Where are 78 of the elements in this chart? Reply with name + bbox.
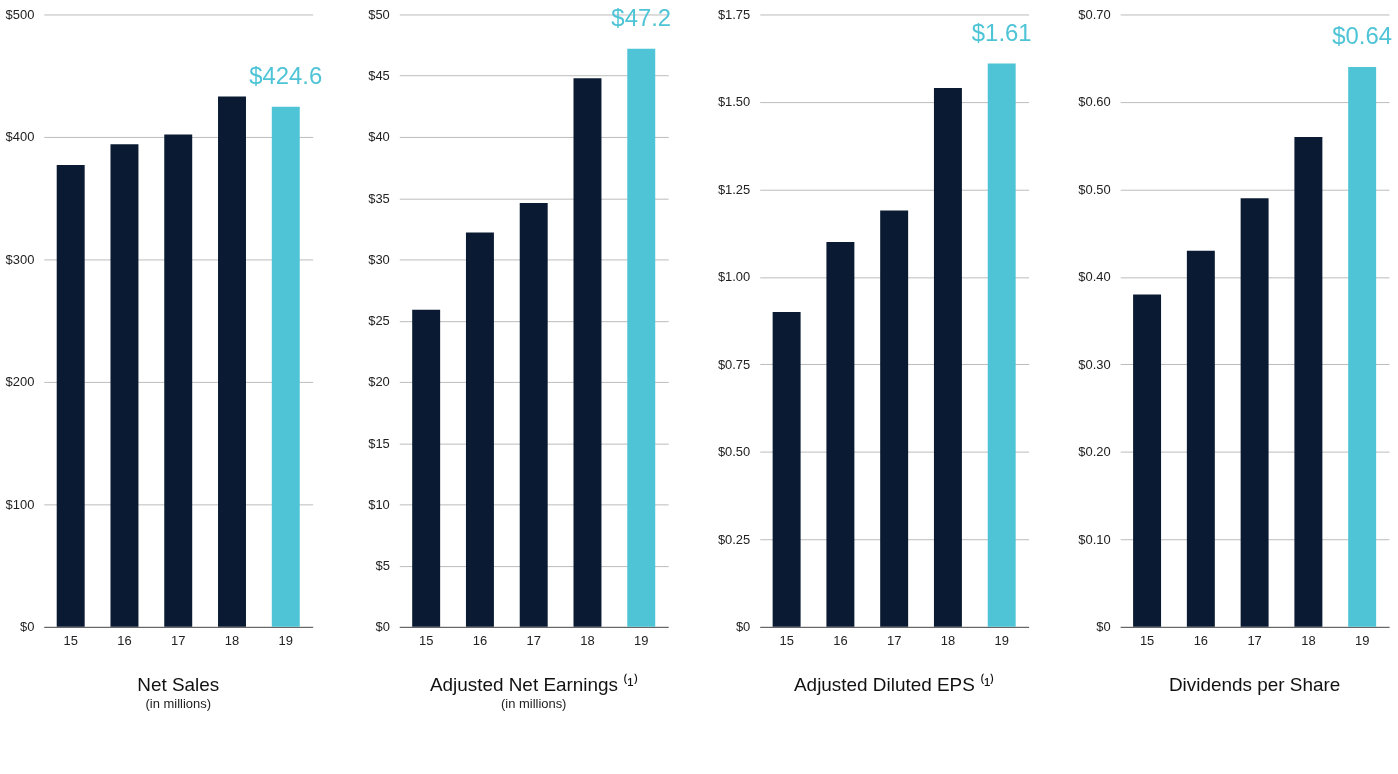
y-tick-label: $200 <box>5 374 35 390</box>
x-tick-label: 17 <box>886 633 902 649</box>
x-tick-label: 16 <box>117 633 132 649</box>
data-label: $1.61 <box>971 18 1032 46</box>
x-tick-label: 15 <box>779 633 794 649</box>
y-tick-label: $15 <box>368 435 390 451</box>
y-tick-label: $0.50 <box>717 444 751 460</box>
y-tick-label: $0.70 <box>1078 6 1111 22</box>
y-tick-label: $0.25 <box>717 531 751 547</box>
x-tick-label: 19 <box>278 633 293 649</box>
y-tick-label: $30 <box>368 251 390 267</box>
bar <box>1348 66 1377 627</box>
x-tick-label: 17 <box>1247 633 1262 649</box>
y-tick-label: $1.75 <box>717 6 751 22</box>
x-tick-label: 18 <box>224 633 240 649</box>
bar <box>573 78 602 627</box>
y-tick-label: $0.20 <box>1078 444 1111 460</box>
bar <box>933 87 962 627</box>
y-tick-label: $0.60 <box>1078 94 1111 110</box>
bar <box>987 63 1016 627</box>
bar <box>627 48 656 627</box>
x-tick-label: 15 <box>418 633 434 649</box>
text: (in millions) <box>501 695 567 711</box>
y-tick-label: $0.40 <box>1078 269 1111 285</box>
bar <box>1294 136 1323 627</box>
bar <box>465 232 494 627</box>
bar <box>1186 250 1215 627</box>
bar <box>519 203 548 627</box>
x-tick-label: 16 <box>833 633 848 649</box>
text: Adjusted Diluted EPS ⁽¹⁾ <box>794 672 995 695</box>
y-tick-label: $50 <box>368 6 390 22</box>
data-label: $0.64 <box>1332 22 1393 50</box>
text: Net Sales <box>137 673 220 695</box>
data-label: $424.6 <box>249 61 323 89</box>
text: Adjusted Net Earnings ⁽¹⁾ <box>429 672 638 695</box>
y-tick-label: $0.50 <box>1078 181 1111 197</box>
y-tick-label: $45 <box>368 68 390 84</box>
y-tick-label: $35 <box>368 190 390 206</box>
bar <box>1240 198 1269 627</box>
bar <box>772 311 801 627</box>
y-tick-label: $0.10 <box>1078 531 1111 547</box>
x-tick-label: 18 <box>1301 633 1316 649</box>
x-tick-label: 15 <box>1139 633 1155 649</box>
y-tick-label: $0 <box>19 619 35 635</box>
y-tick-label: $10 <box>368 496 390 512</box>
x-tick-label: 19 <box>994 633 1009 649</box>
y-tick-label: $500 <box>5 6 35 22</box>
bar <box>826 241 855 627</box>
x-tick-label: 17 <box>526 633 541 649</box>
x-tick-label: 19 <box>634 633 649 649</box>
bar <box>880 210 909 627</box>
y-tick-label: $0.30 <box>1078 356 1111 372</box>
text: (in millions) <box>145 695 211 711</box>
y-tick-label: $100 <box>5 496 35 512</box>
y-tick-label: $300 <box>5 251 35 267</box>
y-tick-label: $0.75 <box>717 356 751 372</box>
bar <box>412 309 441 627</box>
y-tick-label: $400 <box>5 129 35 145</box>
y-tick-label: $0 <box>1096 619 1111 635</box>
y-tick-label: $5 <box>375 558 390 574</box>
data-label: $47.2 <box>611 3 672 31</box>
x-tick-label: 17 <box>171 633 186 649</box>
bar <box>1133 294 1162 627</box>
y-tick-label: $0 <box>735 619 751 635</box>
y-tick-label: $1.50 <box>717 94 751 110</box>
x-tick-label: 19 <box>1354 633 1370 649</box>
x-tick-label: 15 <box>63 633 78 649</box>
y-tick-label: $1.25 <box>717 181 751 197</box>
y-tick-label: $0 <box>375 619 390 635</box>
x-tick-label: 16 <box>1193 633 1209 649</box>
text: Dividends per Share <box>1168 673 1341 695</box>
y-tick-label: $1.00 <box>717 269 751 285</box>
y-tick-label: $25 <box>368 313 390 329</box>
x-tick-label: 18 <box>580 633 595 649</box>
x-tick-label: 16 <box>472 633 488 649</box>
x-tick-label: 18 <box>940 633 956 649</box>
y-tick-label: $20 <box>368 374 390 390</box>
y-tick-label: $40 <box>368 129 390 145</box>
